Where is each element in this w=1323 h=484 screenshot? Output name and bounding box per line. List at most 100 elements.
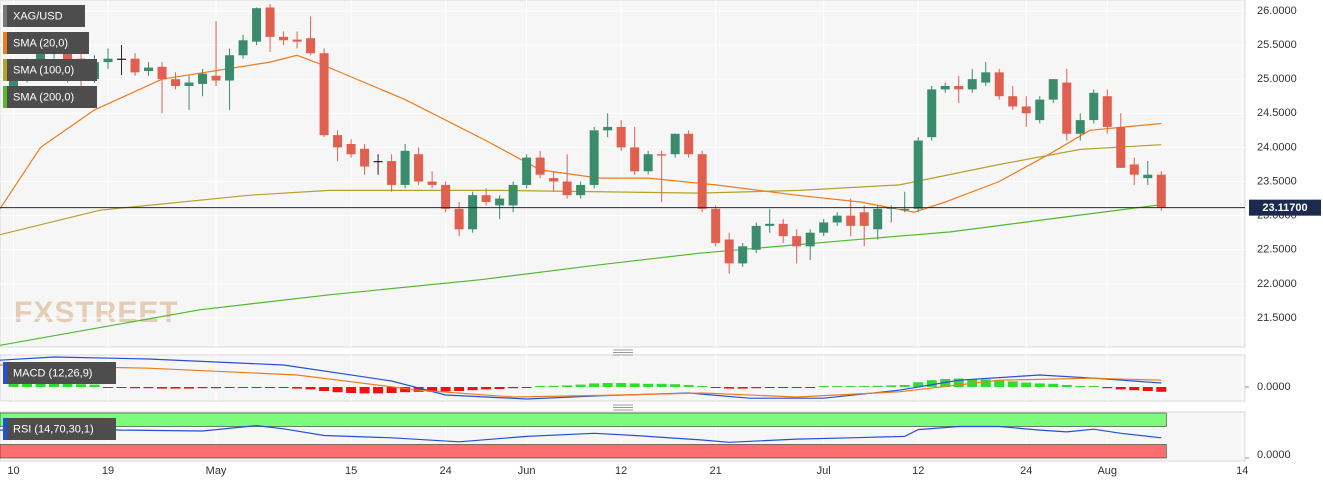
candle-body [400,150,410,185]
macd-histogram-bar [494,387,505,389]
candle-body [630,147,640,172]
candle-body [1102,96,1112,127]
y-tick-label: 0.0000 [1257,449,1291,461]
legend-swatch [3,59,7,81]
macd-histogram-bar [49,383,60,387]
candle-body [900,208,910,211]
macd-histogram-bar [589,383,600,387]
macd-histogram-bar [778,387,789,388]
legend-label: RSI (14,70,30,1) [13,423,94,435]
candle-body [1048,79,1058,100]
y-tick-label: 25.5000 [1257,39,1297,51]
macd-histogram-bar [481,387,492,390]
candle-body [751,225,761,250]
macd-histogram-bar [656,383,667,387]
candle-body [778,223,788,237]
marks: 23.11700 [0,4,1321,459]
legend-box [3,32,89,54]
candle-body [913,140,923,209]
candle-body [967,79,977,90]
macd-histogram-bar [575,384,586,387]
macd-histogram-bar [710,387,721,388]
sma-line [0,204,1162,346]
macd-histogram-bar [319,387,330,391]
candle-body [346,143,356,155]
macd-histogram-bar [1129,387,1140,391]
x-tick-label: 24 [439,465,451,477]
macd-histogram-bar [265,387,276,388]
candle-body [117,58,127,60]
legend-swatch [3,5,7,27]
price-panel [0,0,1246,348]
candle-body [508,184,518,206]
x-tick-label: 14 [1236,465,1248,477]
macd-histogram-bar [413,387,424,392]
candle-body [954,85,964,90]
x-tick-label: 19 [102,465,114,477]
macd-histogram-bar [508,387,519,389]
macd-histogram-bar [1034,383,1045,387]
macd-histogram-bar [751,387,762,389]
candle-body [427,181,437,185]
legend-box [3,59,97,81]
macd-histogram-bar [386,387,397,393]
y-tick-label: 26.0000 [1257,5,1297,17]
candle-body [211,75,221,81]
candle-body [130,58,140,73]
macd-histogram-bar [926,380,937,387]
macd-histogram-bar [994,380,1005,387]
candle-body [441,184,451,209]
legend-label: SMA (200,0) [13,91,74,103]
macd-histogram-bar [440,387,451,392]
candle-body [643,154,653,172]
macd-histogram-bar [278,387,289,388]
resize-handle[interactable] [613,404,633,411]
macd-line [0,364,1162,398]
macd-histogram-bar [724,387,735,389]
y-tick-label: 23.5000 [1257,175,1297,187]
candle-body [157,66,167,80]
macd-histogram-bar [157,387,168,389]
macd-histogram-bar [845,386,856,387]
candle-body [468,195,478,230]
macd-histogram-bar [359,387,370,394]
y-tick-label: 0.0000 [1257,381,1291,393]
candle-body [927,89,937,138]
macd-histogram-bar [305,387,316,390]
macd-histogram-bar [535,386,546,387]
macd-histogram-bar [346,387,357,393]
candle-body [279,36,289,41]
macd-histogram-bar [184,387,195,389]
y-tick-label: 24.0000 [1257,141,1297,153]
last-price-box [1249,199,1321,216]
macd-histogram-bar [805,387,816,388]
candle-body [252,8,262,42]
candle-body [36,51,46,66]
x-tick-label: 12 [615,465,627,477]
rsi-band [0,412,1167,427]
macd-histogram-bar [1156,387,1167,392]
resize-handle[interactable] [613,349,633,356]
candle-body [576,184,586,196]
candle-body [549,178,559,182]
macd-histogram-bar [130,387,141,389]
candle-body [225,55,235,81]
candle-body [1156,174,1166,208]
candle-body [184,82,194,86]
candle-body [103,58,113,63]
candle-body [1021,106,1031,114]
candle-body [414,154,424,182]
macd-histogram-bar [427,387,438,392]
candle-body [981,72,991,83]
y-tick-label: 22.0000 [1257,278,1297,290]
legend-swatch [3,32,7,54]
last-price-label: 23.11700 [1262,202,1307,214]
macd-histogram-bar [22,382,33,387]
macd-histogram-bar [170,387,181,389]
candle-body [859,212,869,226]
sma-line [0,54,1162,213]
macd-histogram-bar [251,387,262,388]
candle-body [495,198,505,206]
x-tick-label: 21 [710,465,722,477]
macd-histogram-bar [953,378,964,387]
